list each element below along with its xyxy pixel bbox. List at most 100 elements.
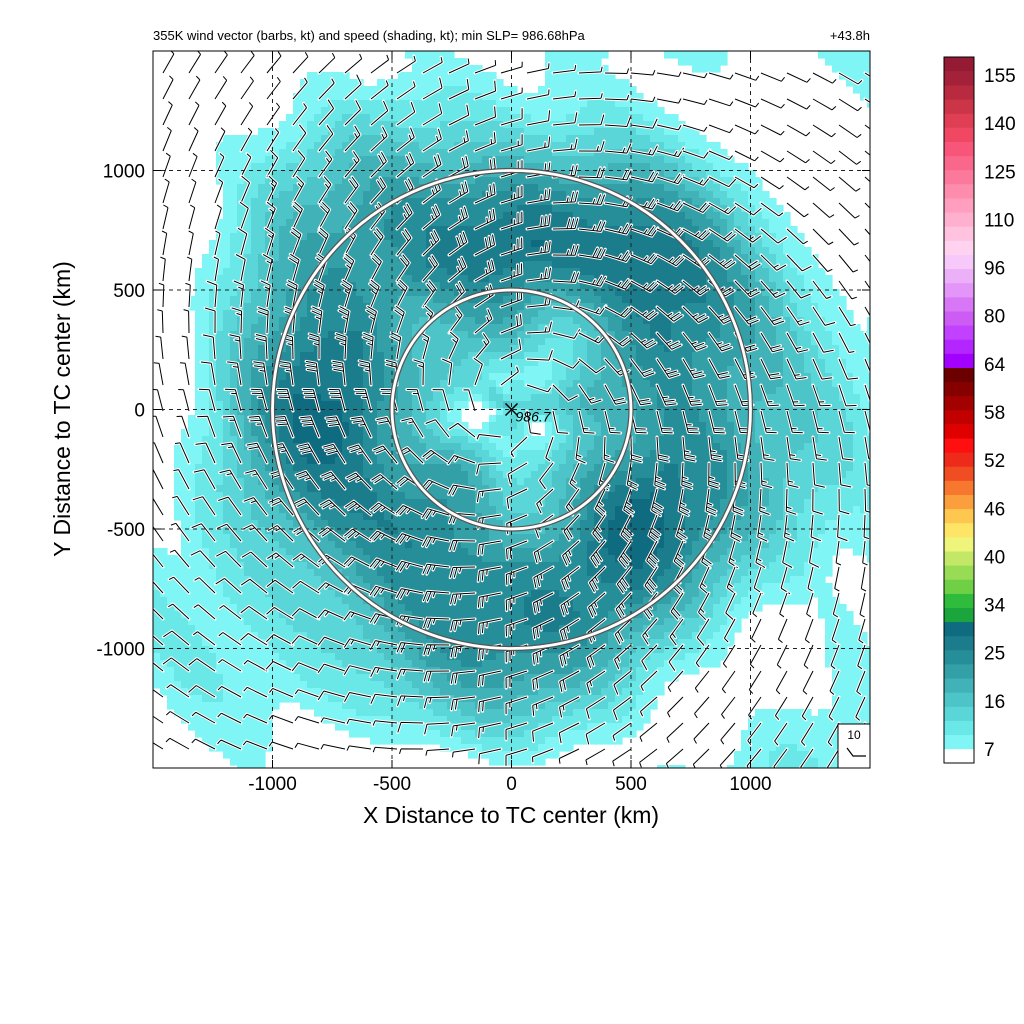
speed-cell <box>286 324 294 332</box>
speed-cell <box>461 380 469 388</box>
speed-cell <box>307 72 315 80</box>
speed-cell <box>636 170 644 178</box>
speed-cell <box>391 191 399 199</box>
speed-cell <box>552 443 560 451</box>
speed-cell <box>804 282 812 290</box>
speed-cell <box>524 345 532 353</box>
speed-cell <box>650 310 658 318</box>
speed-cell <box>734 443 742 451</box>
speed-cell <box>608 72 616 80</box>
speed-cell <box>818 380 826 388</box>
speed-cell <box>538 401 546 409</box>
speed-cell <box>279 429 287 437</box>
speed-cell <box>573 240 581 248</box>
speed-cell <box>265 135 273 143</box>
speed-cell <box>405 226 413 234</box>
speed-cell <box>328 177 336 185</box>
speed-cell <box>398 422 406 430</box>
speed-cell <box>251 184 259 192</box>
speed-cell <box>258 205 266 213</box>
speed-cell <box>510 345 518 353</box>
speed-cell <box>307 156 315 164</box>
speed-cell <box>608 450 616 458</box>
speed-cell <box>713 366 721 374</box>
speed-cell <box>811 268 819 276</box>
speed-cell <box>223 198 231 206</box>
speed-cell <box>510 352 518 360</box>
speed-cell <box>860 51 868 59</box>
speed-cell <box>790 359 798 367</box>
speed-cell <box>650 100 658 108</box>
speed-cell <box>587 282 595 290</box>
speed-cell <box>790 310 798 318</box>
speed-cell <box>587 219 595 227</box>
speed-cell <box>608 387 616 395</box>
speed-cell <box>279 261 287 269</box>
speed-cell <box>559 149 567 157</box>
speed-cell <box>860 436 868 444</box>
speed-cell <box>825 471 833 479</box>
speed-cell <box>510 254 518 262</box>
speed-cell <box>643 464 651 472</box>
speed-cell <box>384 443 392 451</box>
speed-cell <box>447 128 455 136</box>
speed-cell <box>748 296 756 304</box>
speed-cell <box>244 296 252 304</box>
speed-cell <box>475 268 483 276</box>
speed-cell <box>377 107 385 115</box>
speed-cell <box>398 401 406 409</box>
speed-cell <box>601 254 609 262</box>
speed-cell <box>321 247 329 255</box>
speed-cell <box>790 422 798 430</box>
speed-cell <box>377 359 385 367</box>
speed-cell <box>482 72 490 80</box>
speed-cell <box>531 387 539 395</box>
speed-cell <box>587 338 595 346</box>
speed-cell <box>671 415 679 423</box>
speed-cell <box>223 415 231 423</box>
speed-cell <box>853 51 861 59</box>
speed-cell <box>615 408 623 416</box>
speed-cell <box>748 443 756 451</box>
speed-cell <box>265 156 273 164</box>
speed-cell <box>426 86 434 94</box>
speed-cell <box>755 310 763 318</box>
speed-cell <box>818 352 826 360</box>
speed-cell <box>671 156 679 164</box>
speed-cell <box>825 380 833 388</box>
speed-cell <box>783 338 791 346</box>
speed-cell <box>580 464 588 472</box>
speed-cell <box>230 436 238 444</box>
speed-cell <box>594 212 602 220</box>
speed-cell <box>440 156 448 164</box>
speed-cell <box>559 422 567 430</box>
speed-cell <box>482 401 490 409</box>
speed-cell <box>538 149 546 157</box>
speed-cell <box>482 457 490 465</box>
speed-cell <box>300 79 308 87</box>
speed-cell <box>699 198 707 206</box>
speed-cell <box>727 436 735 444</box>
speed-cell <box>524 457 532 465</box>
speed-cell <box>370 443 378 451</box>
speed-cell <box>538 394 546 402</box>
speed-cell <box>685 450 693 458</box>
speed-cell <box>622 457 630 465</box>
speed-cell <box>475 247 483 255</box>
speed-cell <box>244 212 252 220</box>
speed-cell <box>531 359 539 367</box>
speed-cell <box>454 415 462 423</box>
speed-cell <box>713 408 721 416</box>
speed-cell <box>202 380 210 388</box>
speed-cell <box>300 331 308 339</box>
speed-cell <box>657 366 665 374</box>
speed-cell <box>545 380 553 388</box>
speed-cell <box>454 289 462 297</box>
speed-cell <box>251 422 259 430</box>
speed-cell <box>678 331 686 339</box>
speed-cell <box>559 219 567 227</box>
speed-cell <box>433 107 441 115</box>
speed-cell <box>657 135 665 143</box>
speed-cell <box>286 149 294 157</box>
speed-cell <box>769 352 777 360</box>
